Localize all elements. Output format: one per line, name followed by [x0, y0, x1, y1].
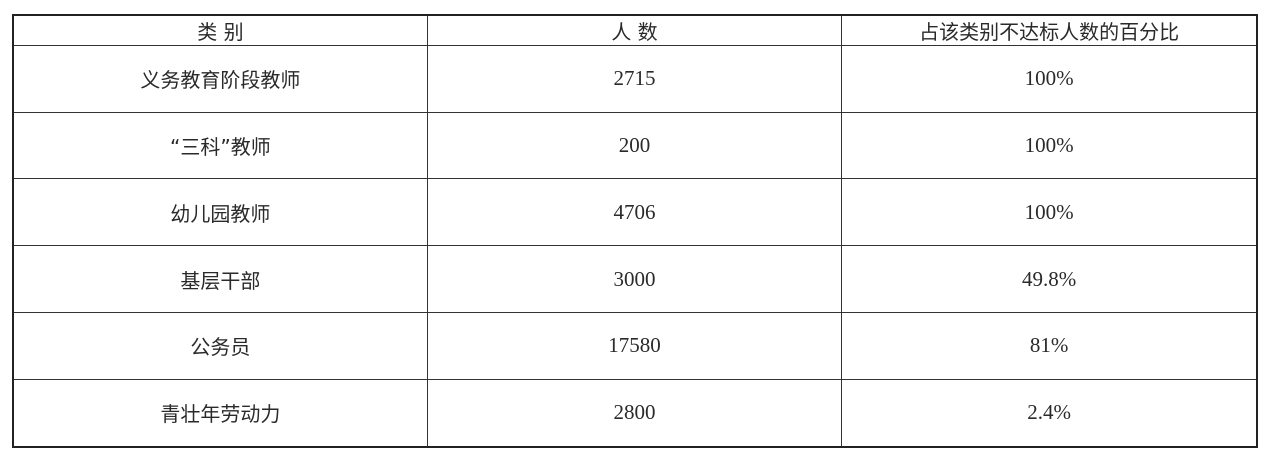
category-cell: 幼儿园教师 [12, 178, 428, 247]
category-cell: 基层干部 [12, 245, 428, 313]
count-cell: 200 [426, 111, 843, 180]
header-category: 类 别 [12, 14, 428, 46]
count-cell: 4706 [426, 178, 843, 247]
count-cell: 2800 [426, 378, 843, 448]
count-cell: 2715 [426, 45, 843, 113]
count-cell: 17580 [426, 311, 843, 380]
category-cell: 义务教育阶段教师 [12, 45, 428, 113]
category-cell: “三科”教师 [12, 111, 428, 180]
table-row: 义务教育阶段教师 2715 100% [12, 45, 1258, 113]
count-cell: 3000 [426, 245, 843, 313]
header-percentage: 占该类别不达标人数的百分比 [841, 14, 1258, 46]
percentage-cell: 100% [841, 111, 1258, 180]
header-count: 人 数 [426, 14, 843, 46]
data-table: 类 别 人 数 占该类别不达标人数的百分比 义务教育阶段教师 2715 100% “三… [12, 14, 1258, 448]
percentage-cell: 100% [841, 45, 1258, 113]
table-row: 公务员 17580 81% [12, 311, 1258, 380]
percentage-cell: 49.8% [841, 245, 1258, 313]
percentage-cell: 81% [841, 311, 1258, 380]
table-row: 基层干部 3000 49.8% [12, 245, 1258, 313]
percentage-cell: 100% [841, 178, 1258, 247]
table-row: 幼儿园教师 4706 100% [12, 178, 1258, 247]
category-cell: 公务员 [12, 311, 428, 380]
percentage-cell: 2.4% [841, 378, 1258, 448]
table-row: 青壮年劳动力 2800 2.4% [12, 378, 1258, 448]
header-row: 类 别 人 数 占该类别不达标人数的百分比 [12, 14, 1258, 46]
category-cell: 青壮年劳动力 [12, 378, 428, 448]
table-row: “三科”教师 200 100% [12, 111, 1258, 180]
